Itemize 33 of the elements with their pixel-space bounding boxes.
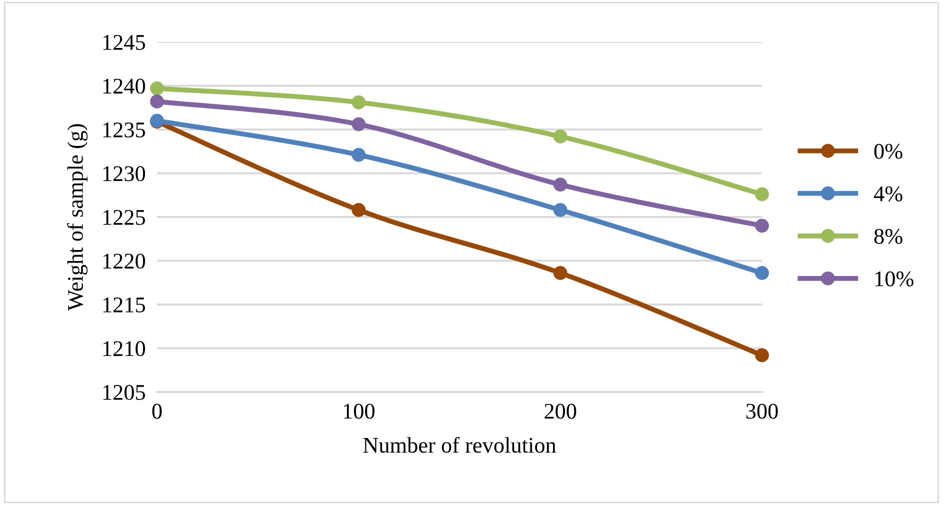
y-axis-title: Weight of sample (g) [67, 124, 88, 311]
y-tick-label: 1210 [103, 341, 146, 356]
x-tick-label: 100 [344, 404, 374, 419]
y-tick-label: 1225 [103, 210, 146, 225]
point [352, 148, 366, 162]
point [755, 266, 769, 280]
x-axis-title: Number of revolution [363, 436, 556, 453]
point [553, 130, 568, 144]
x-tick-label: 0 [152, 404, 162, 419]
y-tick-label: 1220 [103, 254, 146, 269]
point [755, 348, 769, 362]
y-tick-label: 1245 [103, 34, 146, 50]
legend-label: 4% [874, 186, 902, 202]
y-tick-label: 1235 [103, 122, 146, 138]
legend-label: 10% [875, 271, 914, 286]
legend-label: 8% [874, 228, 902, 244]
legend-label: 0% [874, 144, 902, 159]
point [352, 117, 366, 132]
point [755, 218, 769, 233]
point [553, 203, 568, 217]
y-tick-label: 1205 [103, 384, 146, 400]
y-tick-label: 1230 [103, 166, 146, 182]
point [553, 178, 568, 192]
point [553, 266, 568, 280]
point [150, 81, 164, 96]
point [352, 203, 366, 217]
y-tick-label: 1240 [103, 78, 146, 94]
point [150, 94, 164, 108]
point [755, 187, 769, 202]
x-tick-label: 200 [544, 404, 576, 419]
y-tick-label: 1215 [103, 297, 146, 312]
x-tick-label: 300 [746, 404, 778, 419]
point [352, 95, 366, 110]
